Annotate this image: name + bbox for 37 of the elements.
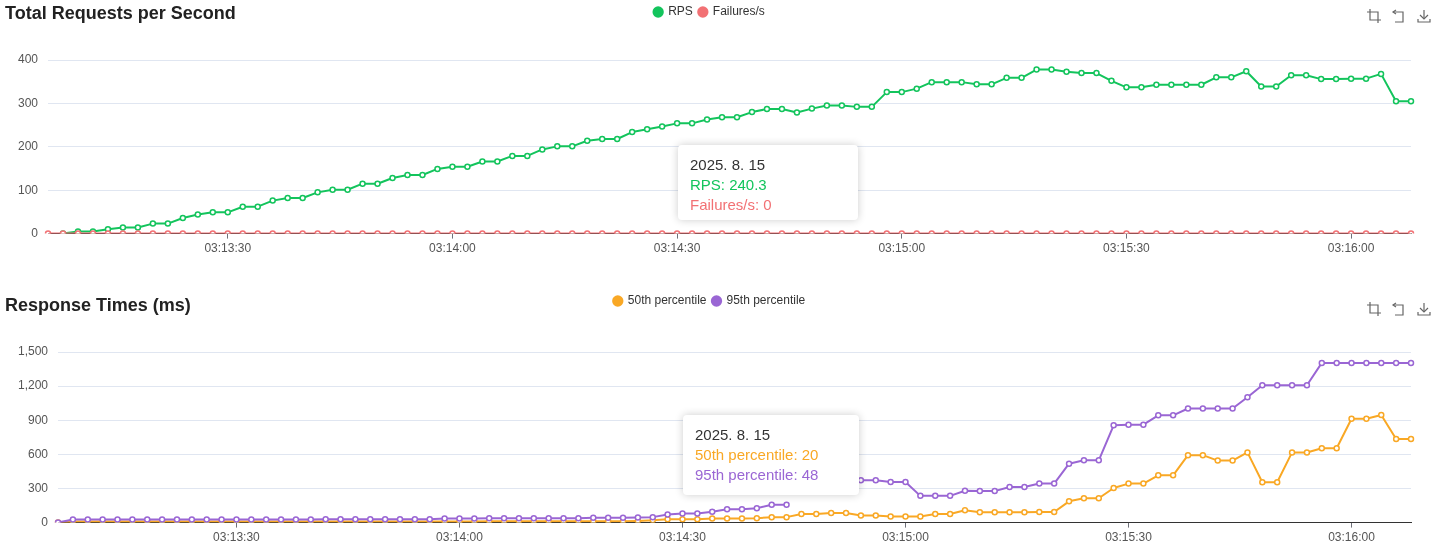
x-tick-label: 03:15:30 — [1105, 530, 1153, 545]
chart-title: Response Times (ms) — [5, 295, 191, 316]
legend-label: RPS — [668, 4, 693, 19]
x-tick-label: 03:13:30 — [213, 530, 261, 545]
y-tick-label: 200 — [17, 139, 39, 154]
y-tick-label: 300 — [28, 480, 49, 495]
annotation: 95th percentile: 48 — [695, 465, 820, 485]
x-tick-label: 03:16:00 — [1328, 530, 1376, 545]
annotation: 2025. 8. 15 — [695, 425, 772, 445]
annotation: RPS: 240.3 — [690, 175, 768, 195]
x-tick-label: 03:14:30 — [653, 241, 701, 256]
annotation: Failures/s: 0 — [690, 195, 773, 215]
legend-label: Failures/s — [712, 4, 765, 19]
x-tick-label: 03:15:00 — [882, 530, 930, 545]
x-tick-label: 03:15:00 — [878, 241, 926, 256]
y-tick-label: 400 — [17, 52, 39, 67]
x-tick-label: 03:14:30 — [659, 530, 707, 545]
y-tick-label: 100 — [17, 182, 39, 197]
y-tick-label: 0 — [31, 225, 39, 240]
annotation: 2025. 8. 15 — [690, 155, 767, 175]
x-tick-label: 03:15:30 — [1103, 241, 1151, 256]
y-tick-label: 1,200 — [18, 378, 49, 393]
legend-label: 50th percentile — [627, 293, 707, 308]
y-tick-label: 900 — [28, 412, 49, 427]
y-tick-label: 300 — [17, 95, 39, 110]
x-tick-label: 03:14:00 — [429, 241, 477, 256]
legend-label: 95th percentile — [726, 293, 806, 308]
x-tick-label: 03:16:00 — [1327, 241, 1375, 256]
y-tick-label: 1,500 — [18, 344, 49, 359]
x-tick-label: 03:14:00 — [436, 530, 484, 545]
tooltip: 2025. 8. 15 RPS: 240.3 Failures/s: 0 — [678, 145, 858, 220]
tooltip: 2025. 8. 15 50th percentile: 20 95th percentile: 48 — [683, 415, 859, 495]
chart-title: Total Requests per Second — [5, 3, 236, 24]
annotation: 50th percentile: 20 — [695, 445, 820, 465]
y-tick-label: 0 — [41, 514, 49, 529]
y-tick-label: 600 — [28, 446, 49, 461]
x-tick-label: 03:13:30 — [204, 241, 252, 256]
